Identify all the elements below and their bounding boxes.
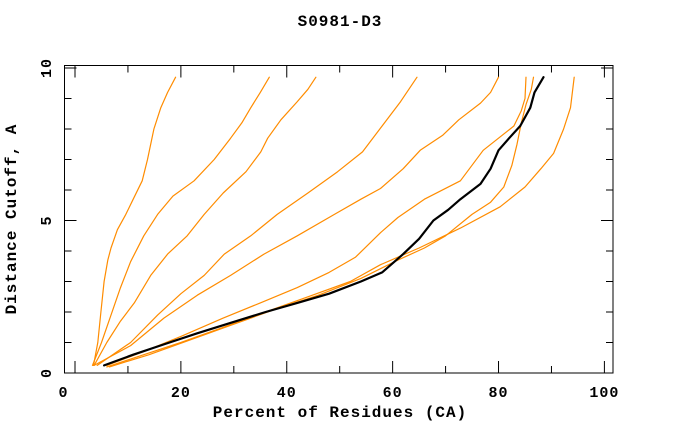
y-axis-label: Distance Cutoff, A	[3, 123, 21, 315]
x-tick-label: 100	[589, 385, 619, 402]
x-tick-label: 0	[58, 385, 68, 402]
series-orange-4	[96, 76, 418, 366]
series-orange-5	[93, 76, 500, 366]
x-tick-label: 20	[171, 385, 191, 402]
series-black-model	[102, 76, 545, 367]
series-orange-3	[93, 76, 317, 366]
series-orange-7	[106, 76, 575, 368]
x-tick-label: 80	[489, 385, 509, 402]
plot-border	[64, 65, 614, 374]
x-tick-label: 40	[277, 385, 297, 402]
series-orange-1	[92, 76, 177, 366]
x-axis-label: Percent of Residues (CA)	[212, 404, 468, 422]
series-orange-2	[91, 76, 270, 366]
chart-title: S0981-D3	[297, 13, 383, 31]
x-tick-label: 60	[383, 385, 403, 402]
y-tick-label: 0	[39, 368, 56, 378]
y-tick-label: 5	[39, 215, 56, 225]
y-tick-label: 10	[39, 58, 56, 78]
series-orange-6	[106, 76, 527, 366]
